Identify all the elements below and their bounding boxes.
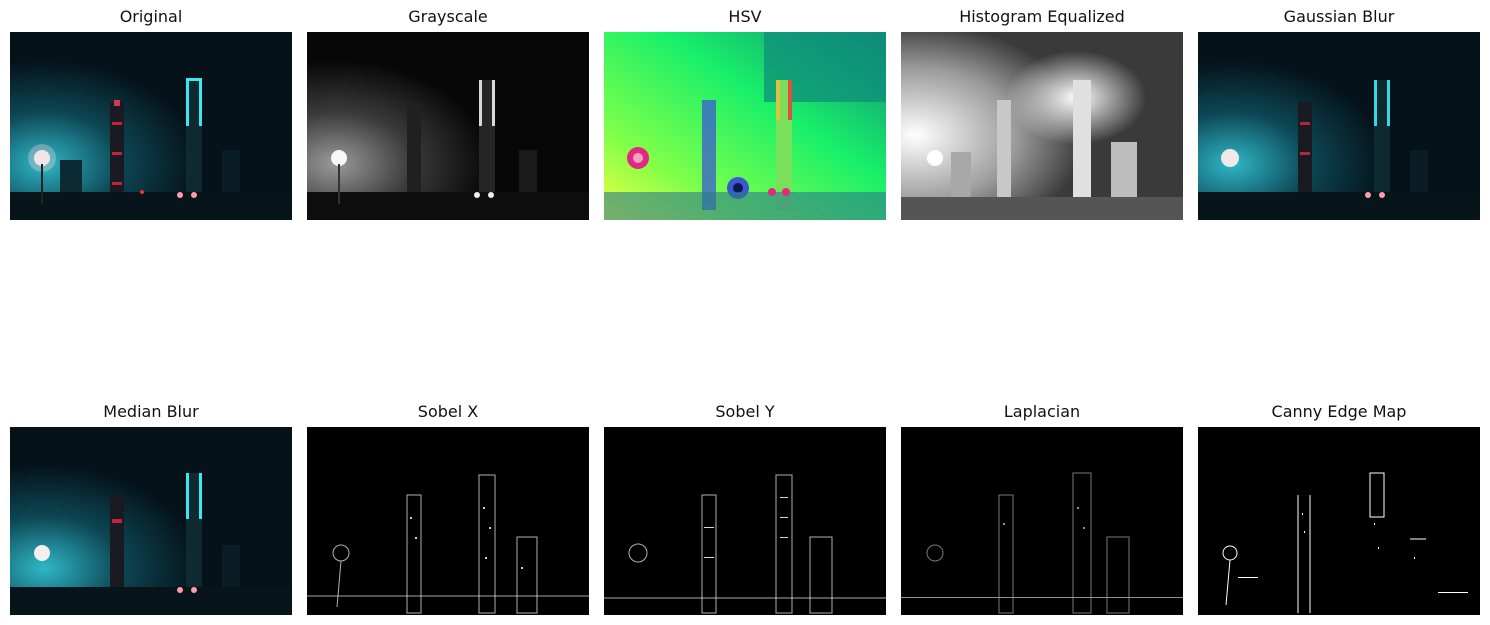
sobel-x-image — [307, 427, 589, 615]
panel-title: Histogram Equalized — [901, 7, 1183, 26]
panel-title: Laplacian — [901, 402, 1183, 421]
panel-title: Median Blur — [10, 402, 292, 421]
night-city-original-image — [10, 32, 292, 220]
panel-title: HSV — [604, 7, 886, 26]
panel-title: Sobel X — [307, 402, 589, 421]
histogram-equalized-image — [901, 32, 1183, 220]
panel-title: Gaussian Blur — [1198, 7, 1480, 26]
panel-title: Original — [10, 7, 292, 26]
grayscale-image — [307, 32, 589, 220]
median-blur-image — [10, 427, 292, 615]
sobel-y-image — [604, 427, 886, 615]
panel-title: Grayscale — [307, 7, 589, 26]
panel-title: Canny Edge Map — [1198, 402, 1480, 421]
gaussian-blur-image — [1198, 32, 1480, 220]
laplacian-image — [901, 427, 1183, 615]
canny-edge-map-image — [1198, 427, 1480, 615]
hsv-image — [604, 32, 886, 220]
panel-title: Sobel Y — [604, 402, 886, 421]
